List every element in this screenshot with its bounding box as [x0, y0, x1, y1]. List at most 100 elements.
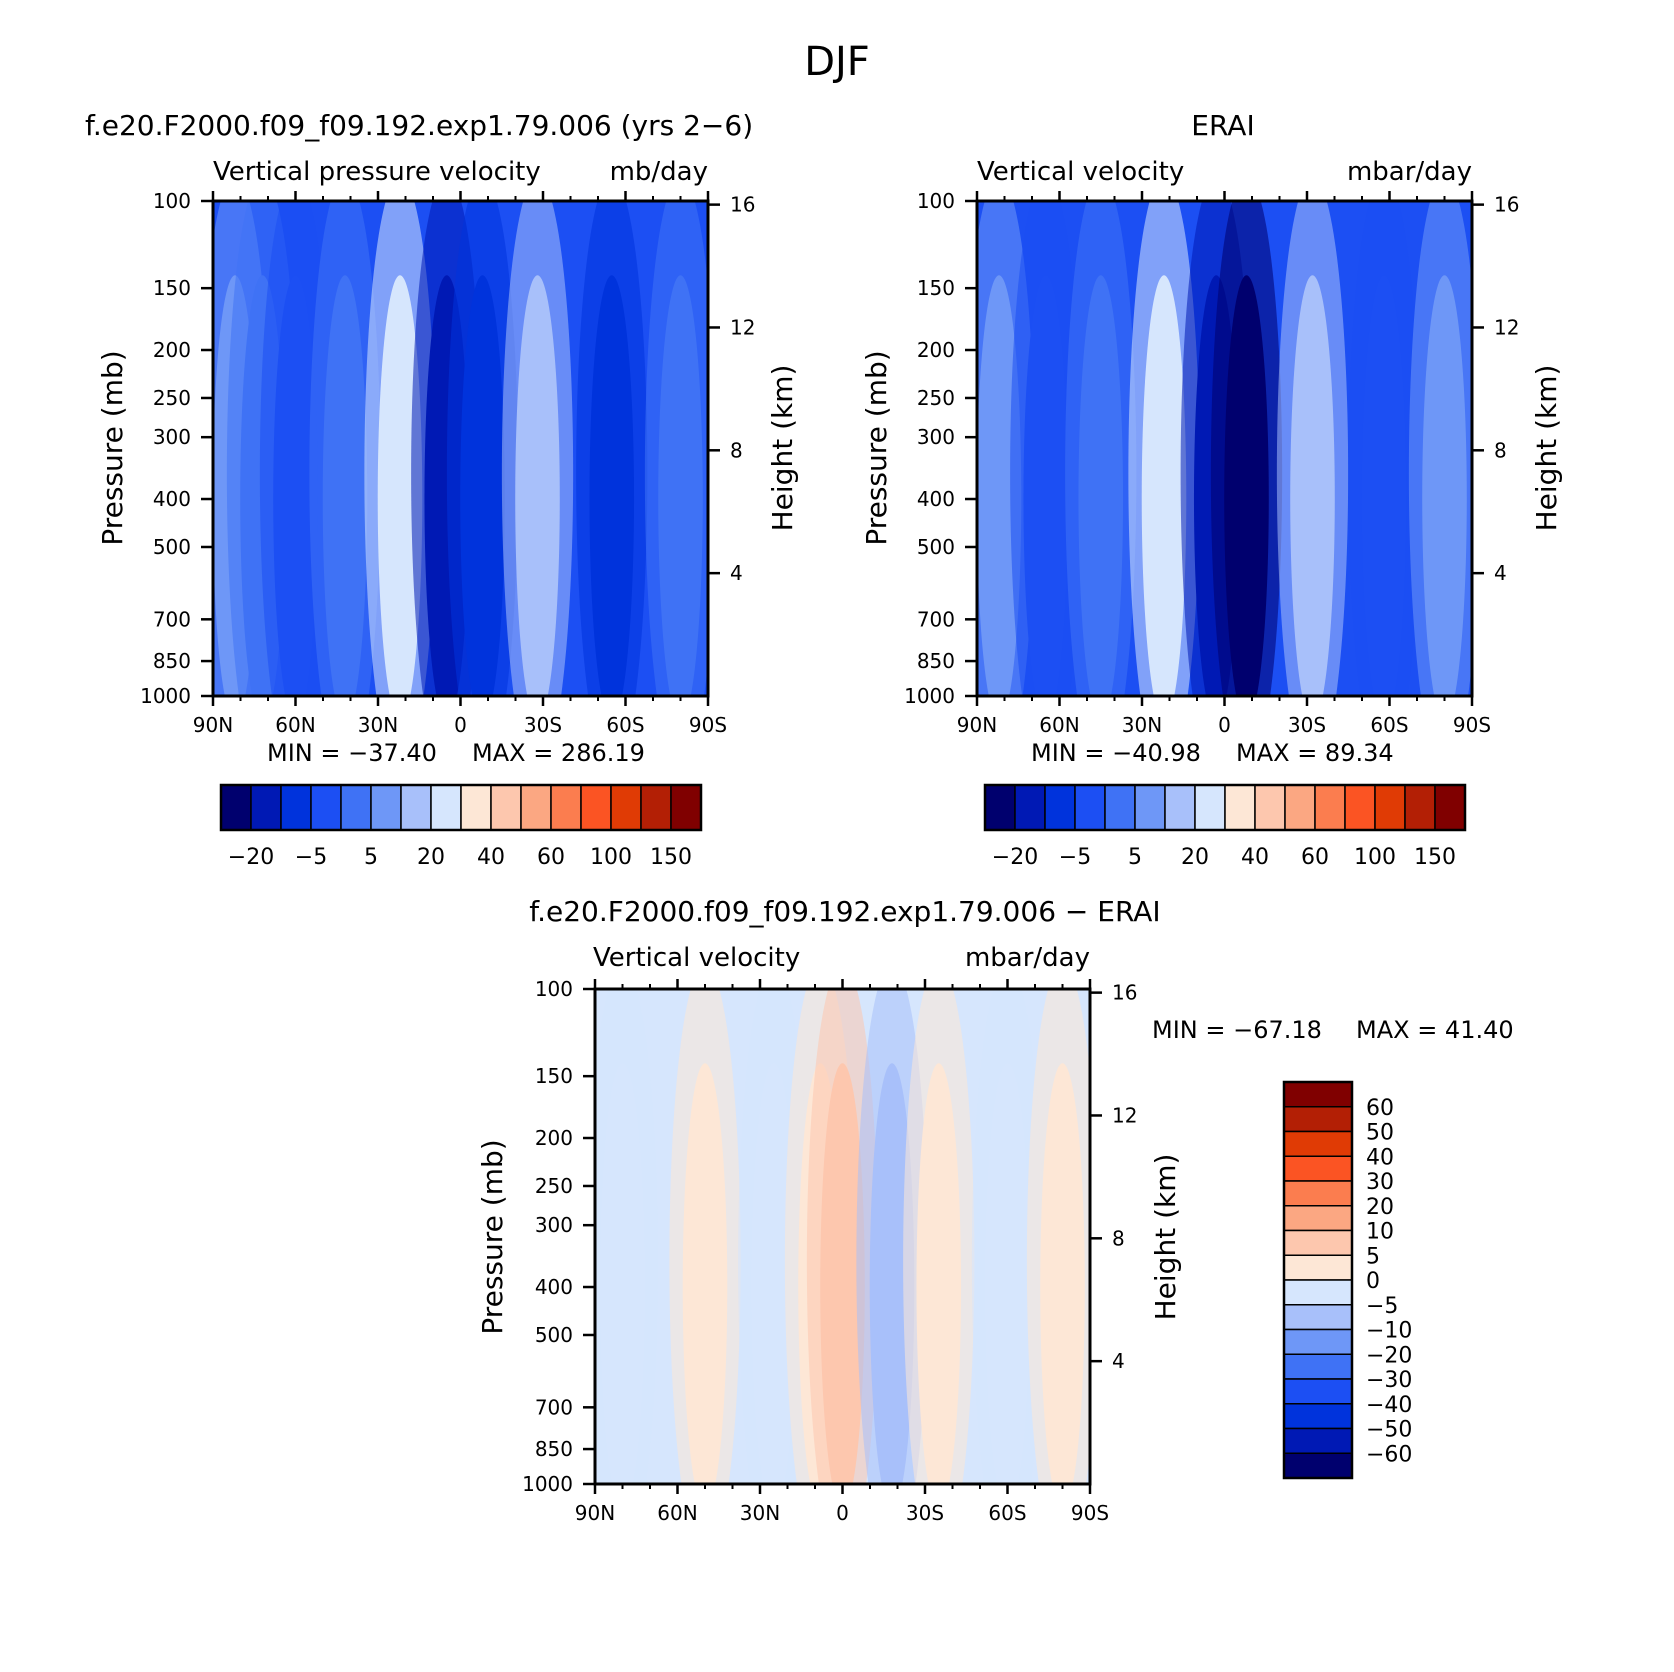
y-tick-label: 400: [535, 1275, 573, 1299]
contour-band: [985, 1063, 1030, 1484]
y-axis-right-label: Height (km): [1149, 1154, 1182, 1321]
colorbar-box: [1074, 784, 1106, 831]
colorbar-box: [1404, 784, 1436, 831]
y-right-tick-label: 12: [1494, 315, 1519, 339]
colorbar-label: 150: [1414, 845, 1456, 870]
obs-panel: ERAI Vertical velocity mbar/day 90N 60N 30…: [860, 109, 1563, 870]
panel-variable-label: Vertical velocity: [593, 943, 800, 973]
contour-band: [273, 275, 318, 696]
colorbar-label: −40: [1366, 1393, 1412, 1418]
y-right-tick-label: 8: [730, 438, 743, 462]
contour-band: [1040, 1063, 1085, 1484]
colorbar-label: −20: [228, 845, 274, 870]
x-tick-label: 60N: [275, 713, 315, 737]
x-tick-label: 60S: [988, 1501, 1026, 1525]
x-tick-label: 0: [836, 1501, 849, 1525]
y-tick-label: 150: [535, 1064, 573, 1088]
colorbar-box: [1283, 1254, 1353, 1281]
colorbar-label: 40: [1366, 1145, 1394, 1170]
y-axis-label: Pressure (mb): [476, 1139, 509, 1334]
colorbar-box: [1224, 784, 1256, 831]
y-tick-label: 850: [535, 1437, 573, 1461]
y-tick-label: 500: [917, 535, 955, 559]
difference-panel: f.e20.F2000.f09_f09.192.exp1.79.006 − ER…: [476, 895, 1514, 1525]
colorbar-box: [580, 784, 612, 831]
y-right-tick-label: 16: [1494, 193, 1519, 217]
y-tick-label: 250: [535, 1174, 573, 1198]
colorbar-box: [1254, 784, 1286, 831]
panel-case-title: f.e20.F2000.f09_f09.192.exp1.79.006 (yrs…: [85, 109, 753, 142]
y-axis-right-label: Height (km): [1530, 365, 1563, 532]
colorbar-frame: [983, 783, 1467, 832]
colorbar-label: 40: [1241, 845, 1269, 870]
panel-variable-label: Vertical pressure velocity: [213, 157, 541, 187]
y-right-tick-label: 8: [1112, 1226, 1125, 1250]
y-tick-label: 100: [535, 977, 573, 1001]
contour-band: [1141, 275, 1187, 696]
x-tick-label: 30N: [1122, 713, 1162, 737]
colorbar-box: [250, 784, 282, 831]
x-tick-label: 30S: [524, 713, 562, 737]
max-label: MAX = 286.19: [472, 739, 645, 767]
y-right-tick-label: 12: [1112, 1103, 1137, 1127]
colorbar-box: [1134, 784, 1166, 831]
colorbar-box: [1283, 1229, 1353, 1256]
contour-plot: 90N 60N 30N 0 30S 60S 90S 100 150 200 250 300 400 500…: [140, 189, 755, 737]
colorbar-label: 100: [1354, 845, 1396, 870]
colorbar-box: [1104, 784, 1136, 831]
colorbar-label: −20: [1366, 1343, 1412, 1368]
colorbar-box: [1194, 784, 1226, 831]
y-right-tick-label: 4: [1112, 1349, 1125, 1373]
colorbar-label: −20: [992, 845, 1038, 870]
colorbar-box: [520, 784, 552, 831]
colorbar-box: [1283, 1427, 1353, 1454]
colorbar: −20 −5 5 20 40 60 100 150: [219, 783, 703, 870]
colorbar-label: −5: [295, 845, 327, 870]
colorbar-label: 30: [1366, 1170, 1394, 1195]
contour-band: [1290, 275, 1335, 696]
x-tick-label: 0: [1218, 713, 1231, 737]
contour-band: [600, 1063, 645, 1484]
colorbar-box: [1283, 1353, 1353, 1380]
colorbar-label: 60: [1301, 845, 1329, 870]
colorbar-box: [1283, 1205, 1353, 1232]
colorbar-box: [640, 784, 672, 831]
colorbar-box: [1283, 1452, 1353, 1479]
panel-case-title: f.e20.F2000.f09_f09.192.exp1.79.006 − ER…: [529, 895, 1160, 928]
y-tick-label: 300: [153, 425, 191, 449]
min-label: MIN = −37.40: [267, 739, 437, 767]
y-right-tick-label: 4: [730, 561, 743, 585]
y-tick-label: 500: [535, 1323, 573, 1347]
x-tick-label: 60N: [1039, 713, 1079, 737]
colorbar-box: [1283, 1081, 1353, 1108]
colorbar-box: [1283, 1180, 1353, 1207]
y-tick-label: 400: [917, 487, 955, 511]
y-tick-label: 700: [917, 607, 955, 631]
panel-units-label: mbar/day: [965, 943, 1090, 973]
x-tick-label: 60N: [657, 1501, 697, 1525]
y-tick-label: 150: [917, 276, 955, 300]
colorbar-box: [1434, 784, 1466, 831]
contour-band: [1023, 275, 1069, 696]
min-label: MIN = −40.98: [1031, 739, 1201, 767]
y-axis-right-label: Height (km): [766, 365, 799, 532]
x-tick-label: 60S: [606, 713, 644, 737]
colorbar-box: [1283, 1106, 1353, 1133]
y-right-tick-label: 16: [1112, 981, 1137, 1005]
panel-case-title: ERAI: [1191, 109, 1254, 142]
contour-band: [377, 275, 423, 696]
panel-units-label: mbar/day: [1347, 157, 1472, 187]
colorbar-label: 20: [1366, 1195, 1394, 1220]
contour-band: [1361, 275, 1407, 696]
x-tick-label: 30S: [1288, 713, 1326, 737]
x-tick-label: 30N: [740, 1501, 780, 1525]
colorbar-label: 60: [1366, 1096, 1394, 1121]
contour-plot: 90N 60N 30N 0 30S 60S 90S 100 150 200 250 300 400 500…: [904, 189, 1519, 737]
y-tick-label: 200: [917, 338, 955, 362]
colorbar-box: [460, 784, 492, 831]
colorbar-label: −50: [1366, 1418, 1412, 1443]
colorbar-label: −5: [1366, 1294, 1398, 1319]
y-tick-label: 100: [153, 189, 191, 213]
colorbar-label: 5: [1128, 845, 1142, 870]
contour-band: [977, 275, 1022, 696]
